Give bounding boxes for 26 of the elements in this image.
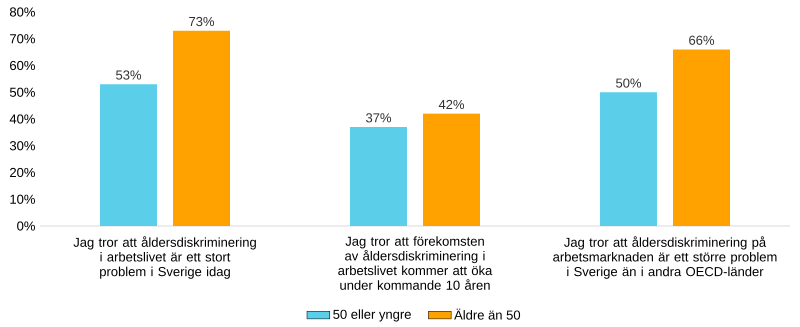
data-label: 53% [116,70,142,80]
data-label: 66% [689,36,714,45]
y-tick-label: 10% [10,194,35,204]
bar [673,50,730,226]
y-tick-label: 30% [10,141,35,150]
legend-label: 50 eller yngre [333,309,411,322]
data-label: 37% [366,113,392,123]
bar [350,127,408,226]
x-tick-label: Jag tror att förekomsten av åldersdiskriminering i arbetslivet kommer att öka under kommande 10 åren [338,236,492,290]
bar [173,30,230,226]
x-tick-label: Jag tror att åldersdiskriminering i arbetslivet är ett stort problem i Sverige idag [73,236,256,279]
data-label: 73% [189,17,214,26]
bar [100,84,158,226]
y-tick-label: 60% [10,60,35,70]
bar [423,114,480,226]
data-label: 50% [616,78,642,88]
y-tick-label: 80% [10,8,35,17]
x-tick-label: Jag tror att åldersdiskriminering på arbetsmarknaden är ett större problem i Sverige än i andra OECD-länder [553,236,776,279]
data-label: 42% [438,100,464,110]
y-tick-label: 70% [10,34,35,44]
y-tick-label: 0% [17,221,35,231]
legend-label: Äldre än 50 [454,308,520,320]
y-tick-label: 40% [10,114,35,124]
y-tick-label: 50% [10,88,35,97]
y-tick-label: 20% [10,168,35,178]
bar [600,92,657,226]
